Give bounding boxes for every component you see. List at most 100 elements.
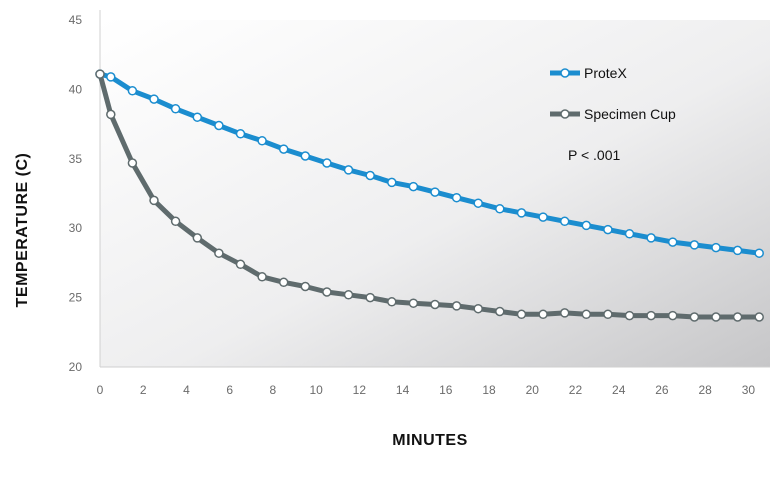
data-point-protex-15 — [408, 181, 419, 192]
data-point-specimen-cup-25 — [624, 310, 635, 321]
data-point-protex-23 — [581, 220, 592, 231]
data-point-specimen-cup-10 — [300, 281, 311, 292]
data-point-specimen-cup-13 — [365, 292, 375, 303]
data-point-protex-25 — [624, 229, 635, 239]
data-point-specimen-cup-15 — [408, 298, 419, 308]
y-tick-labels: 20 25 30 35 40 45 — [69, 13, 83, 374]
x-tick-label-16: 16 — [439, 383, 453, 397]
p-value-annotation: P < .001 — [568, 147, 621, 163]
x-tick-label-26: 26 — [655, 383, 669, 397]
data-point-protex-17 — [451, 192, 462, 203]
series-protex — [95, 69, 764, 258]
y-tick-label-25: 25 — [69, 291, 83, 305]
data-point-protex-20 — [516, 208, 527, 218]
x-tick-label-4: 4 — [183, 383, 190, 397]
data-point-protex-9 — [278, 144, 289, 154]
data-point-protex-11 — [322, 158, 332, 168]
data-point-specimen-cup-5 — [192, 233, 203, 243]
data-point-specimen-cup-14 — [387, 297, 397, 307]
data-point-specimen-cup-29 — [711, 312, 721, 322]
data-point-protex-1 — [106, 72, 116, 82]
series-layer — [95, 69, 764, 322]
data-point-specimen-cup-4 — [170, 216, 181, 227]
data-point-specimen-cup-26 — [646, 310, 656, 321]
x-tick-label-8: 8 — [270, 383, 277, 397]
data-point-protex-10 — [300, 151, 311, 161]
legend-item-protex: ProteX — [550, 65, 627, 81]
x-tick-labels: 0 2 4 6 8 10 12 14 16 18 20 22 24 26 28 30 — [97, 383, 756, 397]
data-point-protex-24 — [603, 224, 613, 235]
data-point-specimen-cup-11 — [322, 287, 332, 297]
x-tick-label-24: 24 — [612, 383, 626, 397]
data-point-protex-29 — [711, 242, 721, 253]
data-point-protex-19 — [495, 204, 505, 214]
x-tick-label-12: 12 — [353, 383, 367, 397]
x-tick-label-30: 30 — [742, 383, 756, 397]
data-point-protex-28 — [689, 240, 700, 250]
x-axis-title: MINUTES — [392, 432, 468, 449]
data-point-specimen-cup-16 — [430, 299, 440, 310]
y-axis-title: TEMPERATURE (C) — [14, 153, 31, 308]
y-tick-label-35: 35 — [69, 152, 83, 166]
data-point-specimen-cup-3 — [149, 195, 159, 206]
data-point-protex-22 — [559, 216, 570, 227]
data-point-specimen-cup-30 — [732, 312, 743, 322]
data-point-protex-7 — [235, 129, 246, 139]
data-point-protex-8 — [257, 136, 267, 146]
x-tick-label-0: 0 — [97, 383, 104, 397]
data-point-protex-30 — [732, 245, 743, 256]
data-point-protex-16 — [430, 187, 440, 197]
data-point-specimen-cup-8 — [257, 272, 267, 282]
data-point-protex-27 — [667, 237, 678, 247]
data-point-protex-12 — [343, 165, 354, 175]
data-point-protex-18 — [473, 198, 483, 208]
data-point-protex-26 — [646, 233, 656, 243]
y-tick-label-45: 45 — [69, 13, 83, 27]
legend-item-specimen-cup: Specimen Cup — [550, 106, 676, 122]
y-tick-label-30: 30 — [69, 221, 83, 235]
data-point-specimen-cup-7 — [235, 259, 246, 270]
data-point-specimen-cup-0 — [95, 69, 105, 79]
x-tick-label-2: 2 — [140, 383, 147, 397]
legend-label-specimen-cup: Specimen Cup — [584, 106, 676, 122]
data-point-protex-2 — [127, 86, 138, 96]
data-point-specimen-cup-18 — [473, 303, 483, 314]
data-point-specimen-cup-12 — [343, 290, 354, 300]
legend-label-protex: ProteX — [584, 65, 627, 81]
x-tick-label-14: 14 — [396, 383, 410, 397]
data-point-specimen-cup-6 — [214, 248, 224, 258]
data-point-protex-3 — [149, 94, 159, 104]
data-point-protex-6 — [214, 120, 224, 131]
data-point-protex-5 — [192, 112, 203, 122]
x-tick-label-28: 28 — [698, 383, 712, 397]
data-point-specimen-cup-23 — [581, 309, 592, 320]
data-point-specimen-cup-31 — [754, 312, 764, 322]
legend-marker-specimen-cup — [560, 109, 570, 119]
x-tick-label-10: 10 — [309, 383, 323, 397]
data-point-specimen-cup-27 — [667, 310, 678, 321]
data-point-protex-13 — [365, 170, 375, 181]
data-point-specimen-cup-1 — [106, 109, 116, 120]
legend: ProteX Specimen Cup — [550, 65, 676, 122]
data-point-protex-14 — [387, 177, 397, 188]
data-point-specimen-cup-17 — [451, 301, 462, 311]
data-point-protex-31 — [754, 248, 764, 258]
x-tick-label-6: 6 — [226, 383, 233, 397]
data-point-specimen-cup-21 — [538, 309, 548, 320]
data-point-specimen-cup-19 — [495, 306, 505, 317]
x-tick-label-22: 22 — [569, 383, 583, 397]
legend-marker-protex — [560, 68, 570, 78]
y-tick-label-20: 20 — [69, 360, 83, 374]
series-specimen-cup — [95, 69, 764, 322]
data-point-protex-4 — [170, 104, 181, 114]
data-point-specimen-cup-20 — [516, 309, 527, 320]
x-tick-label-18: 18 — [482, 383, 496, 397]
data-point-protex-21 — [538, 212, 548, 222]
data-point-specimen-cup-2 — [127, 158, 138, 168]
data-point-specimen-cup-22 — [559, 308, 570, 318]
data-point-specimen-cup-28 — [689, 312, 700, 322]
y-tick-label-40: 40 — [69, 82, 83, 96]
data-point-specimen-cup-9 — [278, 277, 289, 288]
data-point-specimen-cup-24 — [603, 309, 613, 320]
